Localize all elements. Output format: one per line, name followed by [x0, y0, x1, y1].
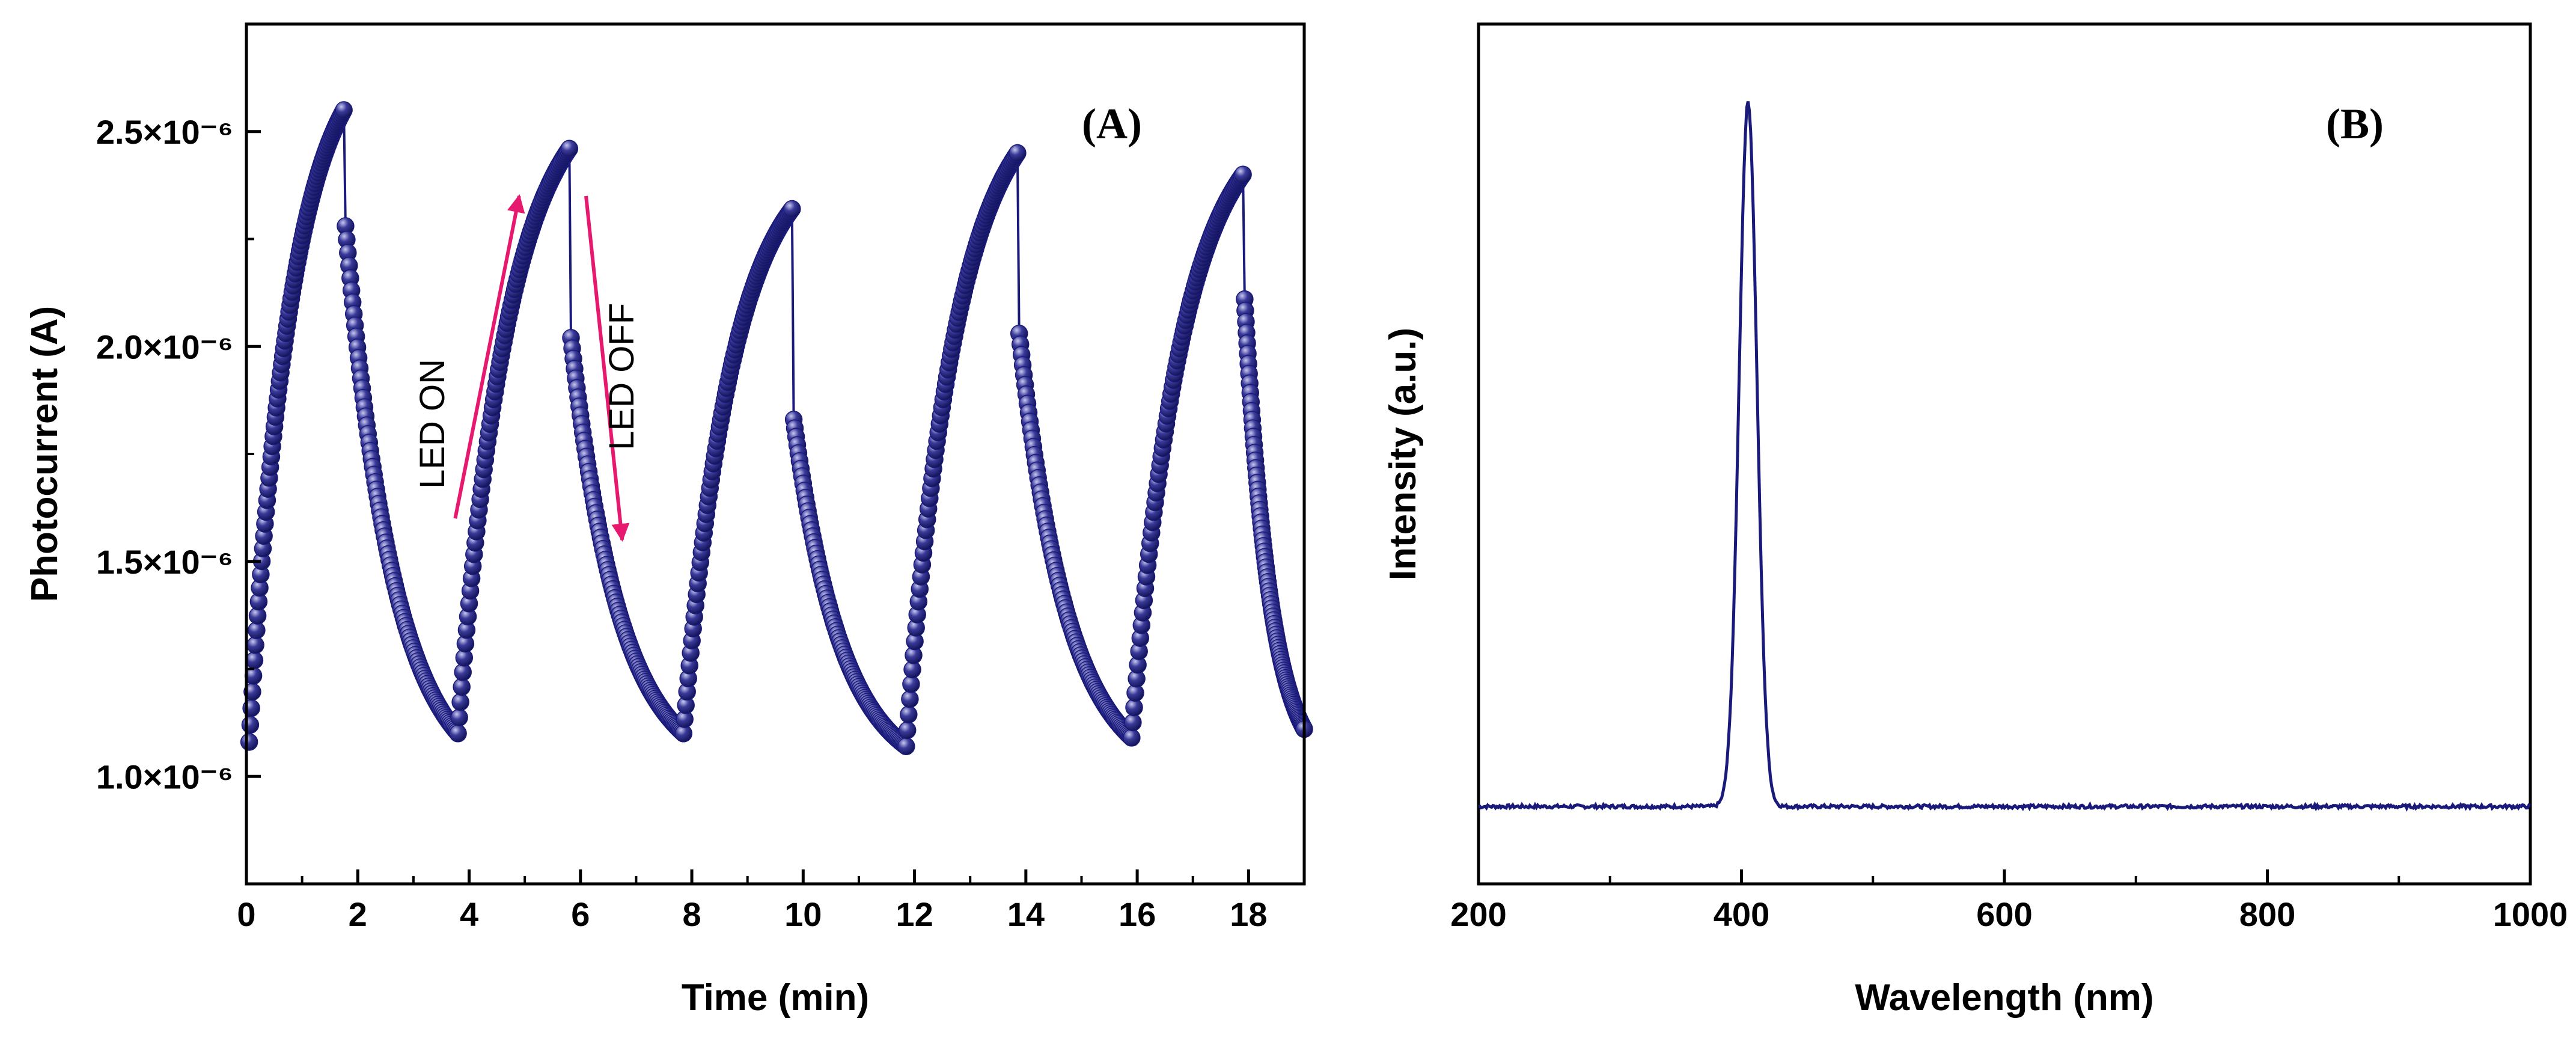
photocurrent-point: [783, 200, 801, 218]
panel-b-y-axis-title: Intensity (a.u.): [1382, 328, 1424, 580]
photocurrent-point: [246, 636, 264, 654]
photocurrent-series: [240, 101, 1313, 755]
panel-a-y-axis-title: Photocurrent (A): [24, 306, 66, 602]
panel-a-y-tick-label: 1.0×10⁻⁶: [96, 758, 233, 795]
photocurrent-point: [450, 708, 468, 727]
led-off-label: LED OFF: [602, 303, 641, 450]
panel-a-y-tick-label: 2.0×10⁻⁶: [96, 328, 233, 366]
panel-b-x-tick-label: 400: [1714, 895, 1769, 933]
panel-b-label: (B): [2326, 100, 2384, 148]
panel-a-label: (A): [1082, 100, 1142, 148]
panel-a-x-tick-label: 14: [1007, 895, 1045, 933]
photocurrent-point: [1234, 165, 1252, 184]
panel-a-photocurrent-chart: 0 2 4 6 8 10 12 14 16 18 1.0×10⁻⁶ 1.5×10⁻⁶ 2.0×10⁻⁶ 2…: [24, 22, 1313, 1019]
photocurrent-point: [898, 721, 917, 740]
panel-b-x-tick-label: 200: [1450, 895, 1506, 933]
photocurrent-point: [1124, 713, 1142, 732]
photocurrent-point: [241, 716, 260, 734]
panel-a-annotations: LED ON LED OFF: [413, 194, 641, 542]
emission-spectrum-line: [1478, 101, 2531, 812]
led-off-arrow: [584, 195, 630, 542]
panel-b-axes: 200 400 600 800 1000: [1450, 869, 2568, 933]
photocurrent-point: [245, 651, 264, 669]
photocurrent-point: [897, 737, 915, 755]
photocurrent-point: [1009, 144, 1027, 162]
panel-b-frame: [1477, 22, 2532, 886]
photocurrent-point: [240, 733, 258, 751]
panel-a-x-tick-label: 8: [682, 895, 701, 933]
photocurrent-point: [560, 139, 579, 158]
panel-a-x-axis-title: Time (min): [682, 977, 869, 1019]
photocurrent-point: [901, 690, 919, 708]
photocurrent-point: [1123, 729, 1141, 747]
photocurrent-point: [453, 678, 471, 696]
panel-a-x-tick-label: 2: [349, 895, 367, 933]
panel-a-axes: 0 2 4 6 8 10 12 14 16 18 1.0×10⁻⁶ 1.5×10⁻⁶ 2.0×10⁻⁶ 2…: [96, 113, 1268, 933]
panel-a-y-tick-label: 1.5×10⁻⁶: [96, 543, 233, 581]
panel-a-x-tick-label: 4: [460, 895, 478, 933]
photocurrent-point: [449, 725, 467, 743]
led-on-arrow: [453, 194, 525, 519]
panel-a-x-tick-label: 0: [237, 895, 255, 933]
panel-a-x-tick-label: 10: [784, 895, 822, 933]
panel-a-x-tick-label: 18: [1230, 895, 1267, 933]
led-on-label: LED ON: [413, 359, 452, 489]
panel-b-x-axis-title: Wavelength (nm): [1855, 977, 2153, 1019]
panel-a-frame: [245, 22, 1306, 886]
panel-a-x-tick-label: 12: [896, 895, 933, 933]
photocurrent-point: [900, 705, 918, 724]
panel-a-x-tick-label: 16: [1119, 895, 1156, 933]
panel-a-y-tick-label: 2.5×10⁻⁶: [96, 113, 233, 151]
panel-a-x-tick-label: 6: [571, 895, 590, 933]
panel-b-x-tick-label: 1000: [2493, 895, 2568, 933]
panel-b-emission-spectrum: 200 400 600 800 1000 (B) Wavelength (nm) Int…: [1382, 22, 2568, 1019]
panel-b-x-tick-label: 800: [2239, 895, 2295, 933]
spectrum-series: [1478, 101, 2531, 812]
photocurrent-point: [335, 101, 353, 119]
photocurrent-point: [451, 693, 469, 711]
panel-b-x-tick-label: 600: [1976, 895, 2032, 933]
